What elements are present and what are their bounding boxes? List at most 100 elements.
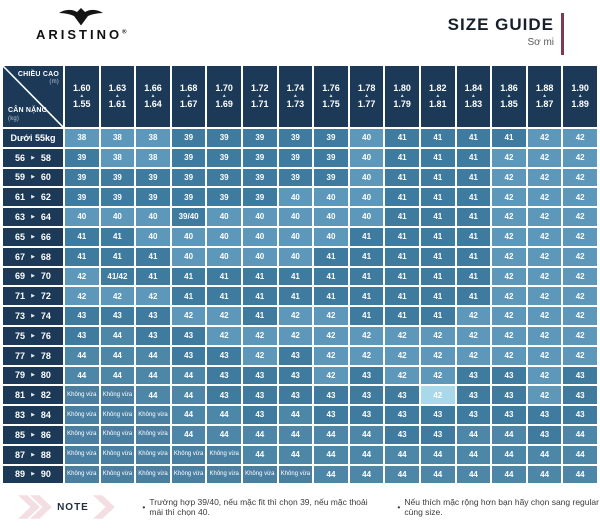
size-cell: 40 (349, 188, 384, 207)
size-cell: 41 (349, 247, 384, 266)
size-cell: 39 (171, 148, 206, 167)
size-cell: Không vừa (65, 386, 99, 405)
arrow-up-icon: ▲ (221, 93, 227, 99)
size-cell: 41 (385, 129, 419, 147)
size-cell: 43 (171, 346, 206, 365)
size-cell: 40 (278, 227, 313, 246)
size-cell: 41 (278, 267, 313, 286)
size-cell: 42 (563, 247, 597, 266)
size-cell: 40 (242, 208, 277, 226)
size-cell: 42 (492, 227, 526, 246)
arrow-right-icon: ▶ (31, 253, 35, 260)
arrow-right-icon: ▶ (31, 273, 35, 280)
size-cell: 42 (65, 287, 99, 306)
size-cell: Không vừa (242, 465, 277, 484)
arrow-up-icon: ▲ (399, 93, 405, 99)
size-cell: 39 (207, 129, 241, 147)
size-cell: 40 (207, 247, 241, 266)
pink-chevron-icon (18, 495, 40, 520)
size-cell: 41 (385, 247, 419, 266)
size-cell: 41 (314, 287, 348, 306)
size-cell: 41 (420, 168, 455, 187)
size-cell: 41 (420, 208, 455, 226)
size-cell: 42 (314, 307, 348, 325)
height-column-header: 1.74 ▲ 1.73 (278, 66, 313, 127)
weight-row-label: 85 ▶ 86 (3, 425, 63, 444)
size-cell: 42 (420, 366, 455, 385)
size-cell: 42 (65, 267, 99, 286)
size-cell: 42 (278, 307, 313, 325)
arrow-up-icon: ▲ (292, 93, 298, 99)
size-cell: 43 (278, 346, 313, 365)
size-cell: 41 (207, 287, 241, 306)
size-cell: 42 (314, 366, 348, 385)
size-cell: 41 (420, 247, 455, 266)
size-cell: Không vừa (278, 465, 313, 484)
size-cell: 40 (349, 168, 384, 187)
size-cell: 40 (242, 227, 277, 246)
size-cell: 42 (527, 326, 562, 345)
size-cell: 42 (385, 326, 419, 345)
size-cell: 41 (385, 148, 419, 167)
size-cell: 38 (136, 148, 170, 167)
size-cell: 42 (314, 346, 348, 365)
size-cell: 40 (278, 208, 313, 226)
size-cell: 42 (563, 346, 597, 365)
size-cell: 44 (136, 366, 170, 385)
size-cell: 39 (314, 148, 348, 167)
size-cell: Không vừa (100, 386, 135, 405)
size-cell: 42 (527, 307, 562, 325)
size-cell: 39 (314, 168, 348, 187)
size-cell: 40 (207, 227, 241, 246)
size-cell: 41 (349, 227, 384, 246)
size-cell: 42 (385, 346, 419, 365)
arrow-up-icon: ▲ (435, 93, 441, 99)
size-cell: 42 (563, 129, 597, 147)
weight-row-label: 59 ▶ 60 (3, 168, 63, 187)
size-cell: 41 (456, 168, 491, 187)
note-section: NOTE • Trường hợp 39/40, nếu mặc fit thì … (0, 492, 600, 522)
size-cell: 44 (65, 366, 99, 385)
size-cell: 44 (314, 445, 348, 464)
size-cell: 41 (278, 287, 313, 306)
size-table: CHIỀU CAO (m) CÂN NẶNG (kg) 1.60 ▲ 1.55 1.63 ▲… (3, 66, 597, 484)
size-cell: 40 (136, 227, 170, 246)
size-cell: 43 (100, 307, 135, 325)
size-cell: 40 (349, 208, 384, 226)
size-cell: 42 (456, 307, 491, 325)
arrow-up-icon: ▲ (470, 93, 476, 99)
height-column-header: 1.68 ▲ 1.67 (171, 66, 206, 127)
size-cell: 40 (349, 148, 384, 167)
size-cell: 41 (456, 129, 491, 147)
size-cell: 41 (385, 267, 419, 286)
size-cell: Không vừa (136, 465, 170, 484)
size-cell: 41 (136, 267, 170, 286)
size-cell: 42 (563, 208, 597, 226)
size-cell: 43 (314, 406, 348, 424)
size-cell: 42 (136, 287, 170, 306)
size-cell: 44 (456, 425, 491, 444)
brand-name-text: ARISTINO (36, 27, 123, 42)
size-cell: 44 (171, 425, 206, 444)
size-cell: 42 (527, 346, 562, 365)
height-column-header: 1.82 ▲ 1.81 (420, 66, 455, 127)
size-cell: 39 (136, 168, 170, 187)
arrow-right-icon: ▶ (31, 194, 35, 201)
size-cell: 44 (314, 465, 348, 484)
arrow-right-icon: ▶ (31, 431, 35, 438)
size-cell: 42 (527, 267, 562, 286)
size-cell: 41 (420, 148, 455, 167)
size-cell: 42 (527, 129, 562, 147)
size-cell: 42 (492, 188, 526, 207)
size-cell: 44 (136, 346, 170, 365)
arrow-up-icon: ▲ (257, 93, 263, 99)
size-cell: 44 (278, 425, 313, 444)
size-cell: 44 (527, 445, 562, 464)
size-cell: 44 (171, 386, 206, 405)
size-cell: 42 (527, 227, 562, 246)
size-cell: 44 (385, 445, 419, 464)
size-cell: 43 (563, 386, 597, 405)
size-cell: 39 (242, 168, 277, 187)
arrow-up-icon: ▲ (506, 93, 512, 99)
size-cell: 43 (207, 366, 241, 385)
